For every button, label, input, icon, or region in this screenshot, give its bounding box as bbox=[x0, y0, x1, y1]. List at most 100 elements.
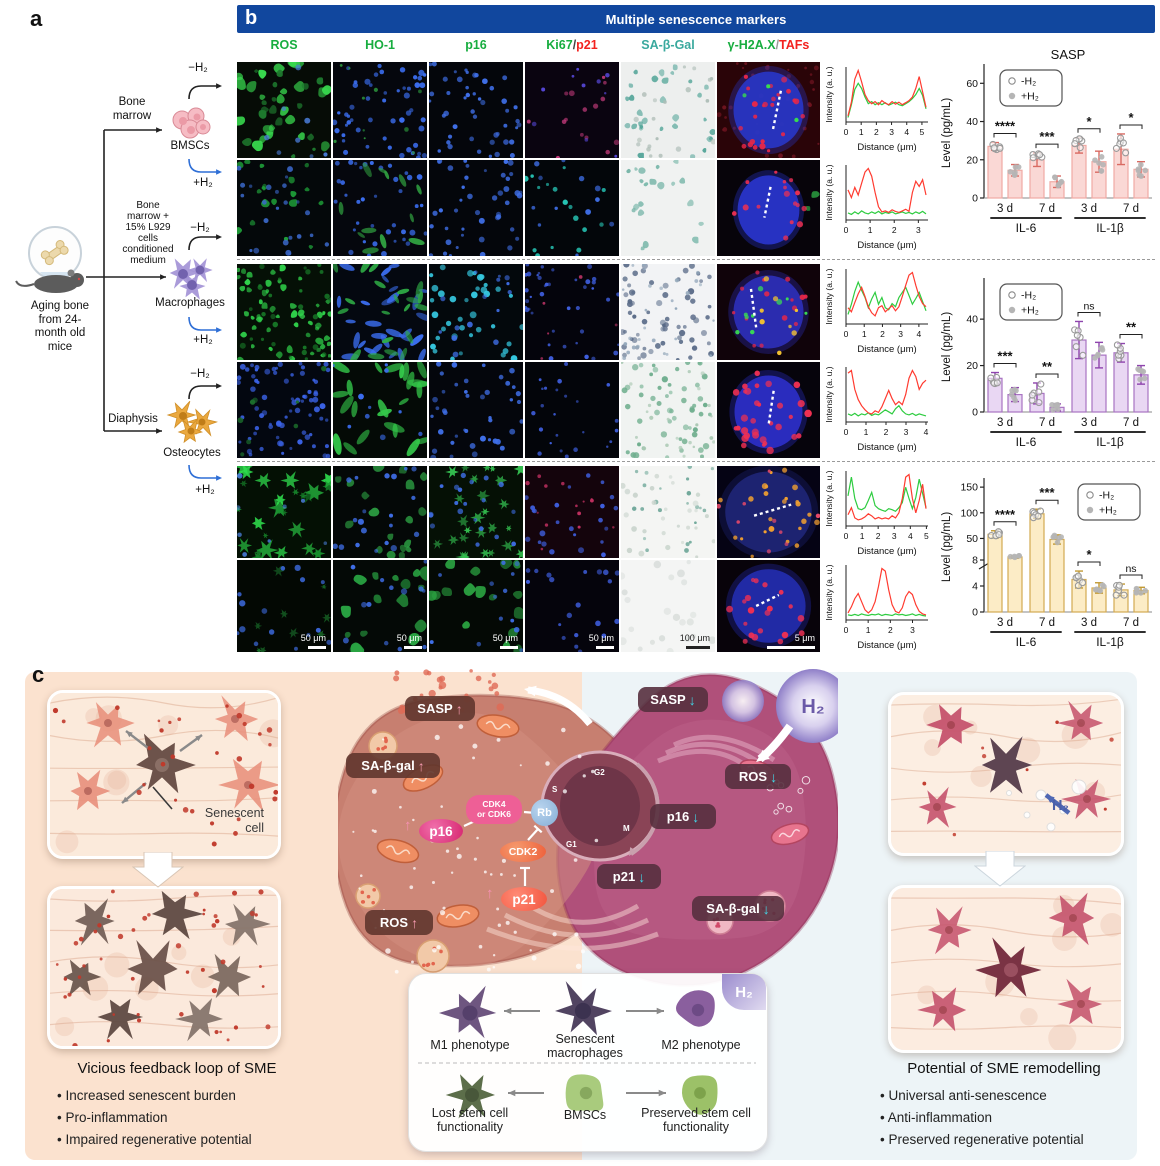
oval-cdk2: CDK2 bbox=[500, 841, 546, 862]
svg-text:Intensity (a. u.): Intensity (a. u.) bbox=[824, 164, 834, 220]
svg-text:Intensity (a. u.): Intensity (a. u.) bbox=[824, 470, 834, 526]
micrograph-bmsc-plus-h2-sa-b-gal bbox=[621, 160, 715, 256]
svg-text:Distance (μm): Distance (μm) bbox=[857, 240, 916, 251]
senescent-macrophages-label: Senescent macrophages bbox=[547, 1032, 623, 1060]
remodel-after-box bbox=[888, 885, 1124, 1053]
svg-text:***: *** bbox=[1039, 485, 1055, 500]
left-bullet-3: Impaired regenerative potential bbox=[57, 1132, 251, 1147]
svg-text:7 d: 7 d bbox=[1039, 617, 1055, 629]
svg-text:1: 1 bbox=[866, 625, 871, 635]
chip-sabgal-up: SA-β-gal ↑ bbox=[346, 753, 440, 778]
panel-b-label: b bbox=[245, 7, 258, 29]
svg-text:Intensity (a. u.): Intensity (a. u.) bbox=[824, 66, 834, 122]
preserved-functionality-label: Preserved stem cell functionality bbox=[641, 1106, 751, 1134]
chip-ros-down: ROS ↓ bbox=[725, 764, 791, 789]
right-bullet-3: Preserved regenerative potential bbox=[880, 1132, 1083, 1147]
chip-ros-up: ROS ↑ bbox=[365, 910, 433, 935]
up-arrow-icon: ↑ bbox=[455, 700, 463, 717]
micrograph-osteo-plus-h2-sa-b-gal: 100 μm bbox=[621, 560, 715, 652]
micrograph-osteo-minus-h2-ki67-p21 bbox=[525, 466, 619, 558]
group-divider-2 bbox=[237, 461, 1155, 462]
svg-text:7 d: 7 d bbox=[1123, 203, 1139, 215]
scale-bar-line bbox=[596, 646, 614, 649]
macrophages-label: Macrophages bbox=[155, 297, 225, 309]
svg-text:3 d: 3 d bbox=[997, 617, 1013, 629]
intensity-profile-1: 0 1 2 3 4 5 Intensity (a. u.) Distance (μm) bbox=[824, 66, 928, 153]
panel-a-diagram bbox=[15, 83, 222, 481]
left-bullet-2: Pro-inflammation bbox=[57, 1110, 167, 1125]
col-header-part: / bbox=[572, 38, 577, 52]
svg-text:3: 3 bbox=[898, 329, 903, 339]
chip-p16-down: p16 ↓ bbox=[650, 804, 716, 829]
svg-text:2: 2 bbox=[874, 127, 879, 137]
svg-text:3 d: 3 d bbox=[1081, 617, 1097, 629]
sme-vicious-box bbox=[47, 886, 281, 1049]
svg-text:Intensity (a. u.): Intensity (a. u.) bbox=[824, 268, 834, 324]
svg-text:7 d: 7 d bbox=[1039, 203, 1055, 215]
svg-text:Distance (μm): Distance (μm) bbox=[857, 640, 916, 651]
svg-text:1: 1 bbox=[860, 531, 865, 541]
micrograph-bmsc-plus-h2-ros bbox=[237, 160, 331, 256]
chip-label: ROS bbox=[379, 915, 409, 930]
lost-functionality-label: Lost stem cell functionality bbox=[431, 1106, 509, 1134]
panel-b-banner: Multiple senescence markers bbox=[237, 5, 1155, 33]
svg-text:**: ** bbox=[1042, 359, 1053, 374]
chip-sasp-down: SASP ↓ bbox=[638, 687, 708, 712]
svg-text:50: 50 bbox=[966, 533, 978, 545]
micrograph-osteo-plus-h2-ho1: 50 μm bbox=[333, 560, 427, 652]
intensity-profile-2: 0 1 2 3 Intensity (a. u.) Distance (μm) bbox=[824, 164, 928, 251]
svg-text:3 d: 3 d bbox=[997, 417, 1013, 429]
svg-text:0: 0 bbox=[844, 127, 849, 137]
col-header-part: Ki67 bbox=[546, 38, 573, 52]
bmsc-plus-h2-label: +H₂ bbox=[193, 177, 213, 189]
svg-text:**: ** bbox=[1126, 320, 1137, 335]
svg-text:0: 0 bbox=[844, 427, 849, 437]
svg-text:1: 1 bbox=[868, 225, 873, 235]
svg-text:40: 40 bbox=[966, 116, 978, 128]
micrograph-bmsc-minus-h2-ho1 bbox=[333, 62, 427, 158]
phenotype-cells bbox=[418, 981, 756, 1119]
svg-text:3: 3 bbox=[910, 625, 915, 635]
cell-cycle-phase-S: S bbox=[552, 785, 558, 794]
chip-label: SA-β-gal bbox=[361, 758, 415, 773]
micrograph-bmsc-minus-h2-gh2ax-tafs bbox=[717, 62, 820, 158]
svg-text:1: 1 bbox=[862, 329, 867, 339]
left-bullet-1: Increased senescent burden bbox=[57, 1088, 235, 1103]
micrograph-mac-minus-h2-ros bbox=[237, 264, 331, 360]
svg-text:***: *** bbox=[997, 349, 1013, 364]
svg-text:0: 0 bbox=[972, 407, 978, 419]
bmsc-minus-h2-label: −H₂ bbox=[188, 62, 208, 74]
up-arrow-icon: ↑ bbox=[417, 757, 425, 774]
col-header-sa-b-gal: SA-β-Gal bbox=[621, 38, 715, 53]
col-header-ki67-p21: Ki67/p21 bbox=[525, 38, 619, 53]
svg-text:0: 0 bbox=[844, 329, 849, 339]
svg-text:Level (pg/mL): Level (pg/mL) bbox=[941, 312, 953, 382]
micrograph-mac-minus-h2-p16 bbox=[429, 264, 523, 360]
col-header-part: TAFs bbox=[779, 38, 810, 52]
panel-c-label: c bbox=[32, 662, 45, 687]
svg-text:100: 100 bbox=[960, 507, 978, 519]
svg-text:****: **** bbox=[995, 119, 1016, 134]
m1-phenotype-label: M1 phenotype bbox=[430, 1038, 510, 1052]
oval-p21: p21 bbox=[501, 887, 547, 911]
right-conclusion-title: Potential of SME remodelling bbox=[907, 1060, 1101, 1077]
cell-cycle-phase-M: M bbox=[623, 824, 630, 833]
intensity-profile-4: 0 1 2 3 4 Intensity (a. u.) Distance (μm) bbox=[824, 366, 929, 453]
aging-bone-label: Aging bone from 24- month old mice bbox=[30, 300, 90, 353]
svg-text:***: *** bbox=[1039, 129, 1055, 144]
svg-text:ns: ns bbox=[1125, 563, 1136, 575]
svg-text:2: 2 bbox=[884, 427, 889, 437]
scale-bar-line bbox=[404, 646, 422, 649]
scale-bar: 5 μm bbox=[767, 633, 815, 649]
up-arrow-icon: ↑ bbox=[411, 914, 419, 931]
scale-bar-line bbox=[500, 646, 518, 649]
svg-text:*: * bbox=[1086, 547, 1092, 562]
micrograph-osteo-minus-h2-gh2ax-tafs bbox=[717, 466, 820, 558]
scale-bar: 50 μm bbox=[589, 633, 614, 649]
svg-text:20: 20 bbox=[966, 154, 978, 166]
chip-sasp-up: SASP ↑ bbox=[405, 696, 475, 721]
osteo-minus-h2-label: −H₂ bbox=[190, 368, 210, 380]
svg-text:1: 1 bbox=[859, 127, 864, 137]
micrograph-mac-plus-h2-ho1 bbox=[333, 362, 427, 458]
